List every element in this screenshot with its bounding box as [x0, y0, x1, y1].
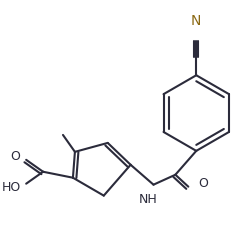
Text: NH: NH — [139, 193, 158, 206]
Text: HO: HO — [2, 181, 21, 194]
Text: N: N — [191, 14, 201, 28]
Text: O: O — [10, 150, 20, 163]
Text: O: O — [198, 177, 208, 190]
